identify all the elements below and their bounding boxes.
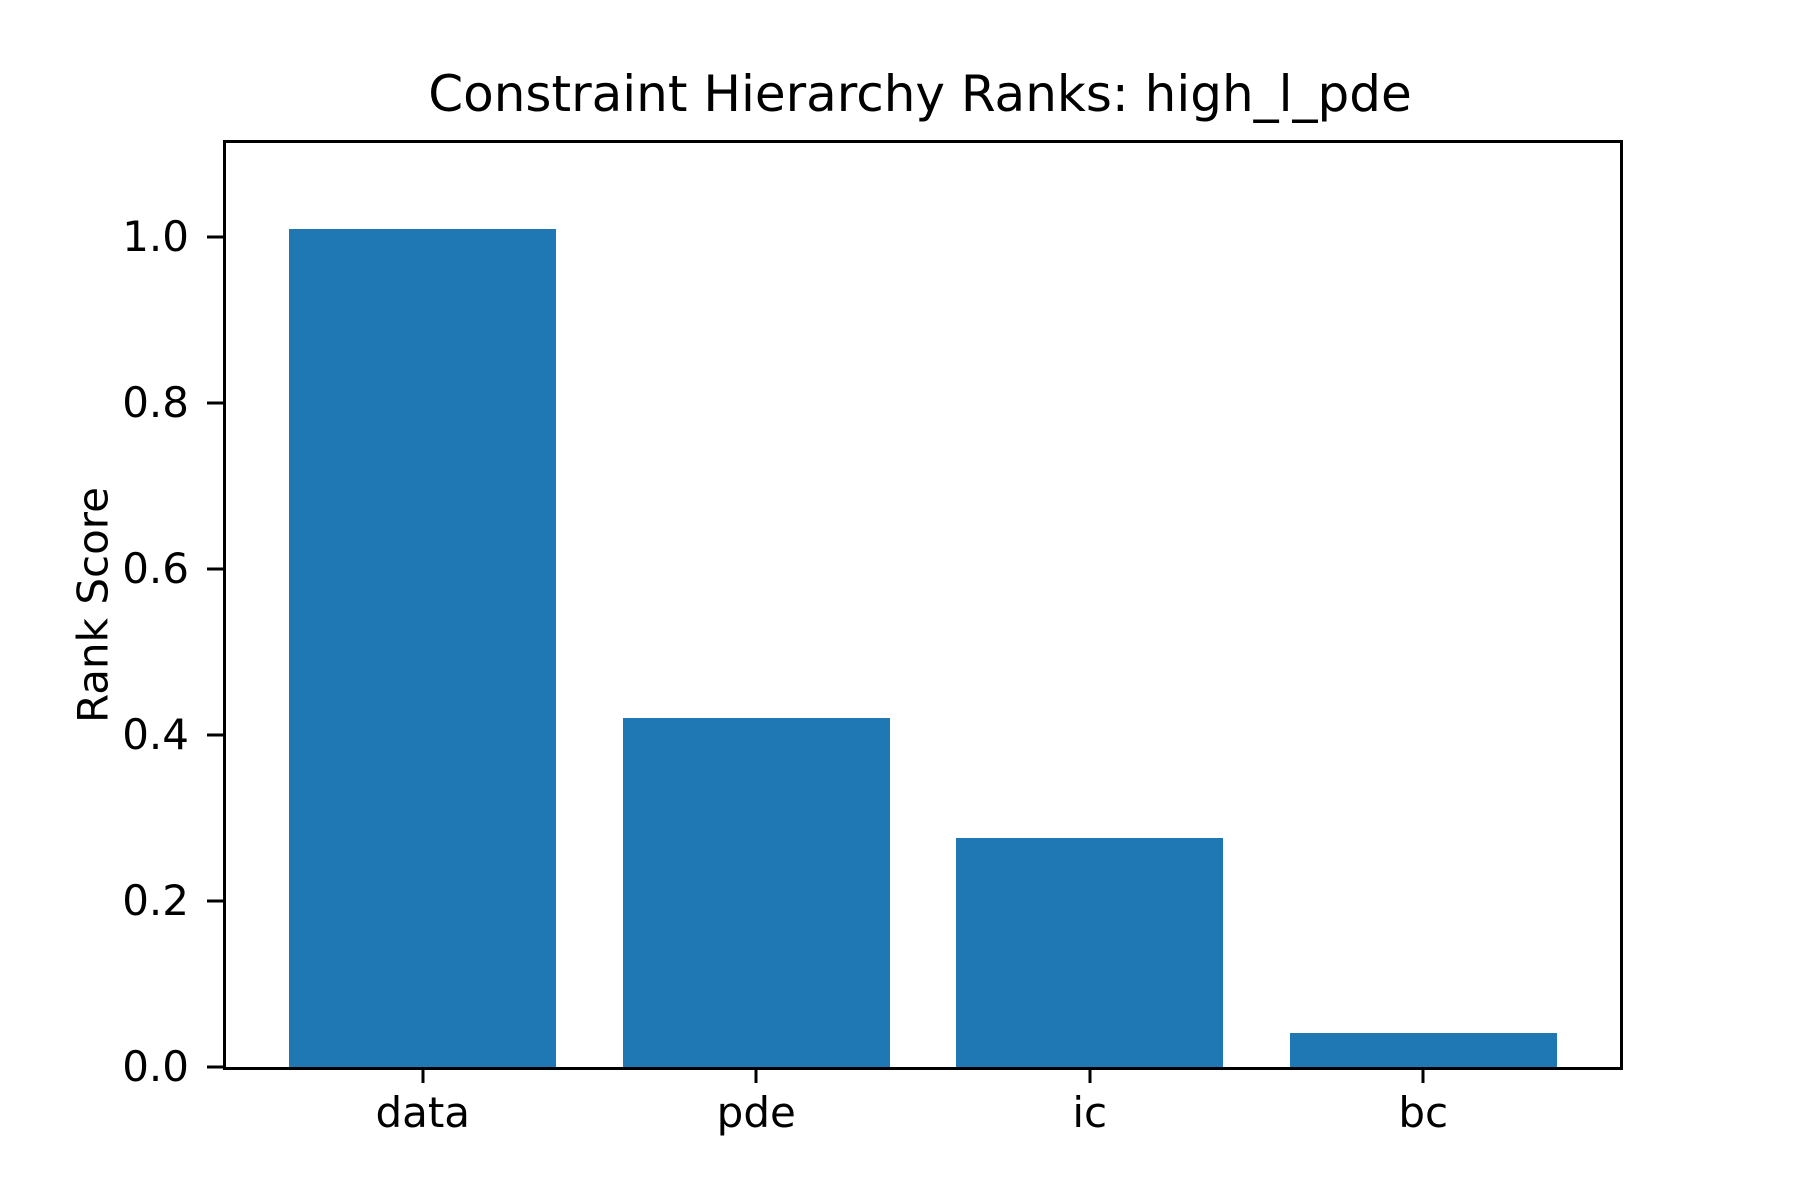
x-tick: [421, 1067, 425, 1083]
y-tick-label: 0.0: [122, 1042, 189, 1091]
y-tick-label: 0.6: [122, 543, 189, 593]
y-tick: [207, 733, 223, 737]
bar: [622, 718, 890, 1067]
chart-title: Constraint Hierarchy Ranks: high_l_pde: [428, 65, 1412, 123]
y-tick-label: 0.8: [122, 377, 189, 427]
y-tick: [207, 899, 223, 903]
y-tick-label: 0.4: [122, 709, 189, 759]
y-tick: [207, 567, 223, 571]
x-tick-label: bc: [1398, 1088, 1449, 1137]
bar: [956, 837, 1224, 1067]
y-tick: [207, 1065, 223, 1069]
x-tick: [754, 1067, 758, 1083]
x-tick-label: pde: [716, 1088, 796, 1137]
bar: [289, 228, 557, 1067]
y-tick: [207, 235, 223, 239]
y-tick: [207, 401, 223, 405]
x-tick: [1088, 1067, 1092, 1083]
plot-area: 0.0 0.2 0.4 0.6 0.8 1.0 data pde ic bc: [122, 140, 1623, 1137]
y-tick-label: 0.2: [122, 875, 189, 925]
x-tick: [1421, 1067, 1425, 1083]
x-tick-label: data: [375, 1088, 471, 1137]
y-tick-label: 1.0: [122, 211, 189, 261]
y-axis-label: Rank Score: [68, 487, 118, 723]
x-tick-label: ic: [1072, 1088, 1108, 1137]
bar: [1289, 1032, 1557, 1067]
